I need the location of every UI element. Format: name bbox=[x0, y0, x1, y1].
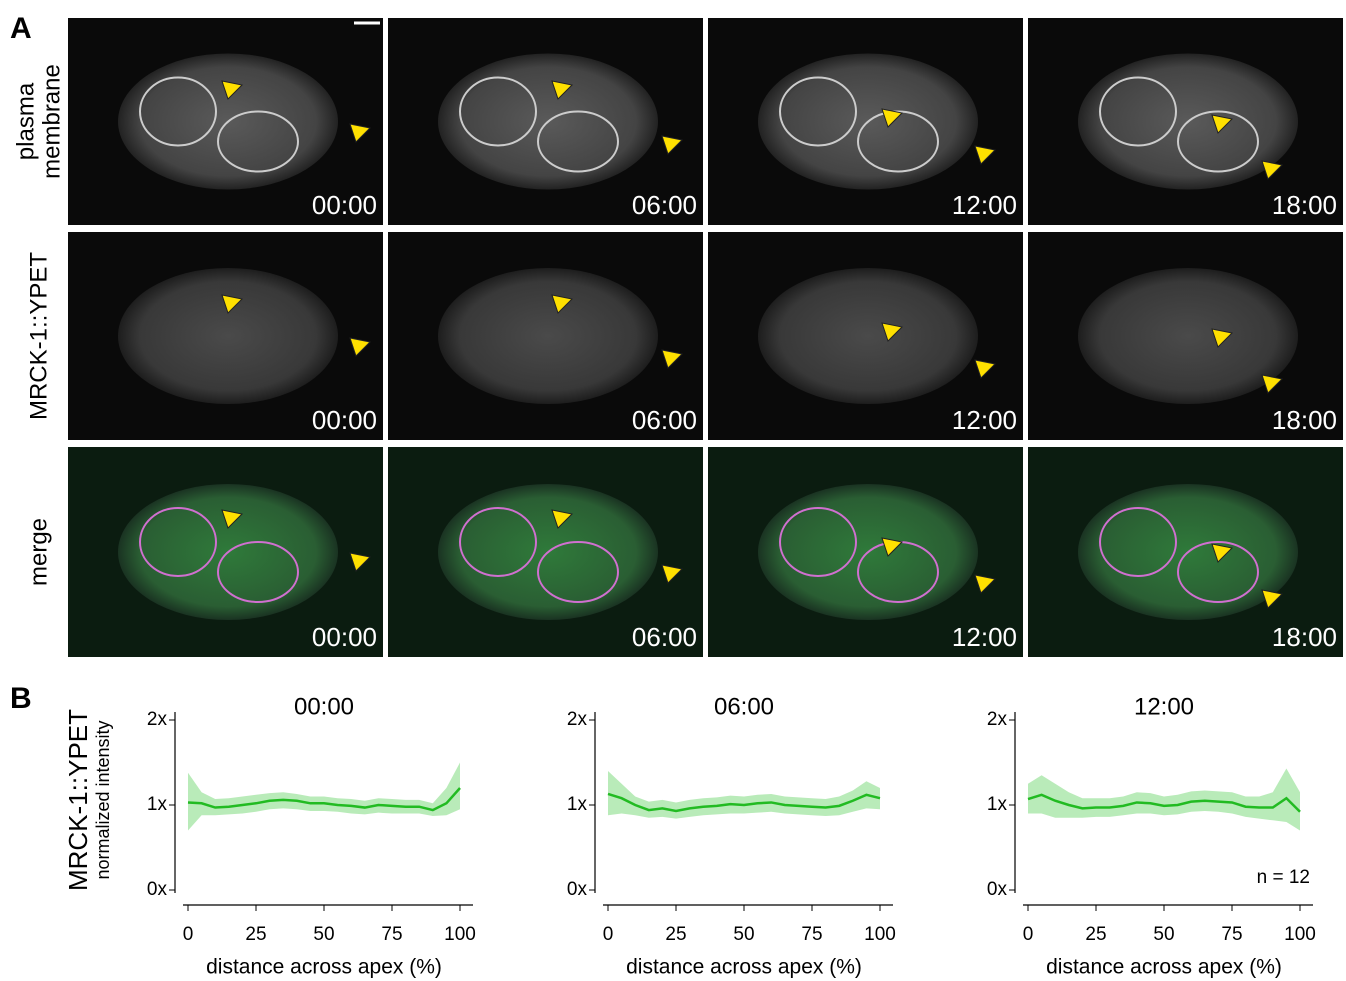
x-tick-label: 25 bbox=[1085, 924, 1106, 945]
y-axis-label: normalized intensity bbox=[93, 720, 113, 879]
row-label: MRCK-1::YPET bbox=[25, 252, 52, 420]
timestamp: 00:00 bbox=[312, 405, 377, 435]
x-axis-label: distance across apex (%) bbox=[1046, 956, 1282, 979]
x-tick-label: 0 bbox=[603, 924, 614, 945]
panel-letter: B bbox=[10, 682, 32, 715]
y-tick-label: 2x bbox=[147, 709, 168, 730]
x-tick-label: 25 bbox=[665, 924, 686, 945]
embryo bbox=[438, 268, 658, 404]
x-tick-label: 0 bbox=[183, 924, 194, 945]
embryo bbox=[118, 268, 338, 404]
x-tick-label: 75 bbox=[801, 924, 822, 945]
figure: A B plasmamembrane 00:00 06:00 12:00 18:00 MR… bbox=[0, 0, 1346, 981]
timestamp: 18:00 bbox=[1272, 190, 1337, 220]
band bbox=[608, 771, 880, 819]
x-axis-label: distance across apex (%) bbox=[626, 956, 862, 979]
band bbox=[188, 763, 460, 831]
x-axis-label: distance across apex (%) bbox=[206, 956, 442, 979]
row-label: merge bbox=[25, 518, 52, 586]
x-tick-label: 100 bbox=[444, 924, 476, 945]
row-label: membrane bbox=[38, 64, 65, 179]
timestamp: 00:00 bbox=[312, 622, 377, 652]
x-tick-label: 50 bbox=[733, 924, 754, 945]
timestamp: 06:00 bbox=[632, 190, 697, 220]
y-tick-label: 1x bbox=[147, 794, 168, 815]
y-tick-label: 2x bbox=[987, 709, 1008, 730]
x-tick-label: 100 bbox=[1284, 924, 1316, 945]
x-tick-label: 75 bbox=[381, 924, 402, 945]
x-tick-label: 25 bbox=[245, 924, 266, 945]
row-label: plasma bbox=[12, 82, 39, 160]
y-tick-label: 2x bbox=[567, 709, 588, 730]
y-tick-label: 0x bbox=[567, 879, 588, 900]
timestamp: 06:00 bbox=[632, 622, 697, 652]
timestamp: 18:00 bbox=[1272, 405, 1337, 435]
panel-letter: A bbox=[10, 12, 32, 45]
y-tick-label: 1x bbox=[987, 794, 1008, 815]
y-tick-label: 1x bbox=[567, 794, 588, 815]
embryo bbox=[758, 268, 978, 404]
timestamp: 12:00 bbox=[952, 622, 1017, 652]
x-tick-label: 50 bbox=[313, 924, 334, 945]
timestamp: 00:00 bbox=[312, 190, 377, 220]
timestamp: 06:00 bbox=[632, 405, 697, 435]
y-tick-label: 0x bbox=[987, 879, 1008, 900]
x-tick-label: 75 bbox=[1221, 924, 1242, 945]
x-tick-label: 100 bbox=[864, 924, 896, 945]
timestamp: 12:00 bbox=[952, 405, 1017, 435]
timestamp: 18:00 bbox=[1272, 622, 1337, 652]
x-tick-label: 50 bbox=[1153, 924, 1174, 945]
band bbox=[1028, 768, 1300, 830]
chart-title: 12:00 bbox=[1134, 693, 1194, 720]
chart-title: 06:00 bbox=[714, 693, 774, 720]
timestamp: 12:00 bbox=[952, 190, 1017, 220]
y-tick-label: 0x bbox=[147, 879, 168, 900]
annotation: n = 12 bbox=[1257, 867, 1310, 888]
chart-title: 00:00 bbox=[294, 693, 354, 720]
y-axis-label: MRCK-1::YPET bbox=[63, 709, 93, 891]
x-tick-label: 0 bbox=[1023, 924, 1034, 945]
